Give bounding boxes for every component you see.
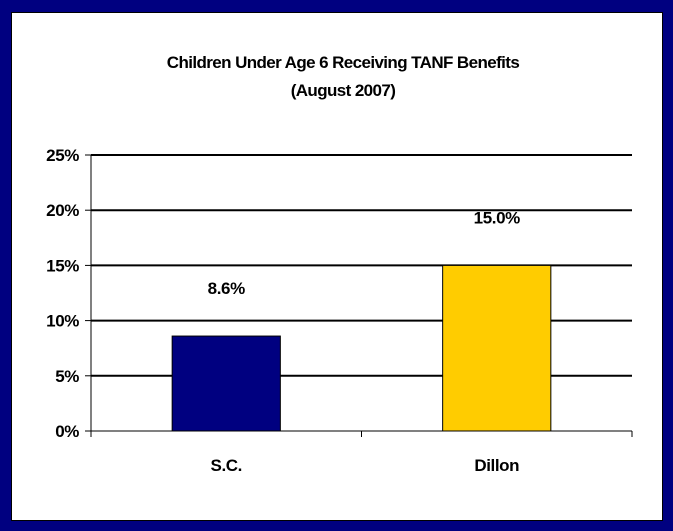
y-tick-label: 15%: [46, 256, 79, 275]
y-tick-label: 10%: [46, 312, 79, 331]
data-label: 8.6%: [208, 279, 245, 298]
x-category-label: S.C.: [211, 456, 242, 475]
chart-frame: Children Under Age 6 Receiving TANF Bene…: [11, 12, 663, 521]
y-tick-label: 5%: [55, 367, 79, 386]
data-label: 15.0%: [474, 208, 520, 227]
y-tick-label: 20%: [46, 201, 79, 220]
axes: [85, 154, 633, 437]
x-category-label: Dillon: [474, 456, 519, 475]
bar-chart: Children Under Age 6 Receiving TANF Bene…: [46, 53, 633, 475]
y-tick-label: 25%: [46, 146, 79, 165]
labels: 0% 5% 10% 15% 20% 25% 8.6% S.C. 15.0% Dillon: [46, 146, 520, 475]
bars: [171, 264, 552, 432]
chart-subtitle: (August 2007): [291, 81, 396, 100]
chart-title: Children Under Age 6 Receiving TANF Bene…: [167, 53, 520, 72]
bar-dillon: [442, 264, 552, 432]
y-tick-label: 0%: [55, 422, 79, 441]
bar-sc: [171, 335, 281, 432]
